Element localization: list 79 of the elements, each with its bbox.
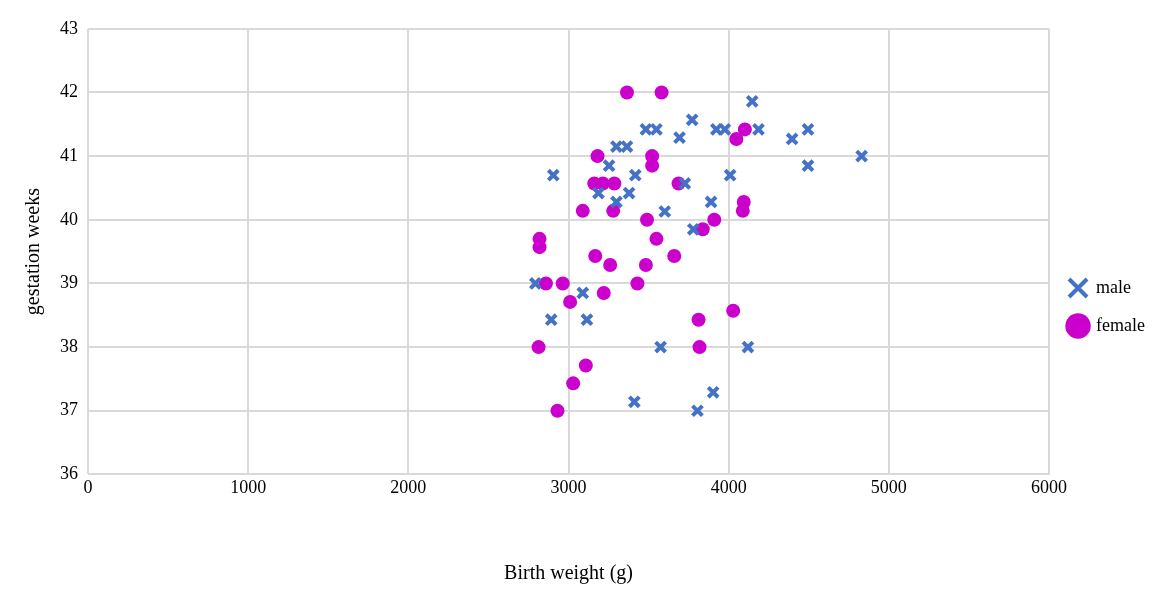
x-tick-label: 1000 — [230, 476, 267, 497]
point — [745, 94, 760, 109]
point — [591, 186, 606, 200]
y-tick-label: 40 — [60, 208, 78, 229]
point — [854, 149, 869, 164]
point — [785, 131, 800, 146]
point — [602, 158, 616, 173]
point — [706, 385, 721, 400]
y-tick-label: 41 — [60, 144, 78, 165]
x-tick-label: 2000 — [390, 476, 427, 497]
point — [690, 403, 705, 418]
point — [707, 212, 722, 227]
point — [740, 340, 755, 355]
y-tick-label: 42 — [60, 81, 78, 102]
point — [546, 168, 561, 183]
point — [801, 158, 815, 173]
point — [563, 294, 578, 309]
y-tick-label: 43 — [60, 17, 78, 38]
point — [531, 340, 546, 355]
point — [686, 222, 701, 237]
point — [630, 276, 645, 291]
y-tick-label: 39 — [60, 272, 78, 293]
point — [667, 249, 682, 264]
point — [751, 122, 766, 137]
y-tick-label: 37 — [60, 399, 78, 420]
point — [628, 168, 643, 183]
point — [528, 276, 543, 291]
point — [590, 149, 605, 164]
point — [550, 403, 565, 418]
point — [555, 276, 570, 291]
point — [627, 394, 642, 409]
y-tick-label: 36 — [60, 463, 78, 484]
point — [609, 195, 624, 209]
point — [691, 312, 706, 327]
y-tick-label: 38 — [60, 335, 78, 356]
point — [685, 112, 700, 127]
point — [620, 139, 634, 154]
point — [588, 249, 603, 264]
point — [692, 340, 707, 355]
point — [723, 168, 738, 183]
point — [532, 240, 547, 255]
x-tick-label: 6000 — [1031, 476, 1068, 497]
point — [603, 257, 618, 272]
point — [649, 231, 664, 246]
point — [654, 85, 669, 100]
legend-label: male — [1096, 276, 1132, 297]
point — [578, 358, 593, 373]
point — [575, 203, 590, 218]
x-tick-label: 3000 — [550, 476, 587, 497]
point — [638, 122, 653, 137]
point — [704, 195, 719, 209]
legend-label: female — [1096, 314, 1146, 335]
point — [729, 131, 744, 146]
point — [645, 158, 660, 173]
point — [672, 130, 687, 145]
x-axis-title: Birth weight (g) — [504, 561, 633, 585]
y-axis-title: gestation weeks — [21, 187, 45, 316]
point — [657, 204, 672, 219]
point — [596, 285, 611, 300]
point — [575, 286, 590, 300]
x-tick-label: 0 — [83, 476, 93, 497]
point — [579, 312, 594, 327]
point — [638, 257, 653, 272]
point — [737, 122, 752, 137]
point — [609, 139, 624, 154]
point — [726, 303, 741, 318]
point — [622, 186, 637, 200]
point — [653, 340, 668, 355]
point — [538, 276, 553, 291]
point — [566, 376, 581, 391]
point — [677, 176, 692, 191]
point — [619, 85, 634, 100]
x-tick-label: 4000 — [710, 476, 747, 497]
point — [544, 312, 559, 327]
point — [607, 176, 622, 191]
point — [640, 212, 654, 227]
point — [801, 122, 815, 137]
point — [649, 122, 664, 137]
x-tick-label: 5000 — [870, 476, 907, 497]
